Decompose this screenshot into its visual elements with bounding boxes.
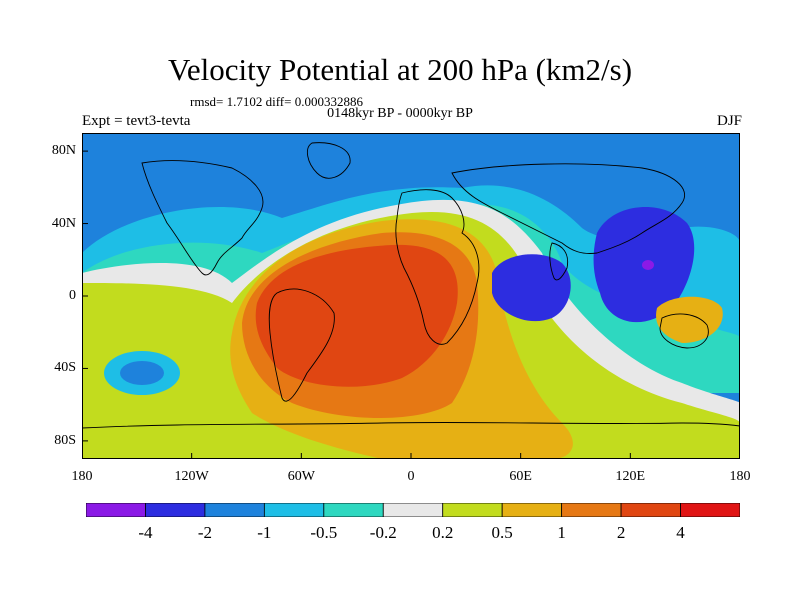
colorbar-swatch: [86, 503, 146, 517]
contour-min-core: [642, 260, 654, 270]
coastlines: [82, 142, 740, 429]
axis-ticks: [82, 150, 740, 459]
map-plot: [82, 133, 740, 459]
period-label: 0148kyr BP - 0000kyr BP: [327, 106, 473, 121]
x-tick-label: 60E: [509, 469, 532, 484]
colorbar-swatch: [323, 503, 384, 517]
chart-title: Velocity Potential at 200 hPa (km2/s): [167, 52, 633, 87]
x-tick-label: 180: [729, 469, 751, 484]
colorbar-swatch: [204, 503, 265, 517]
colorbar-label: 0.5: [491, 523, 513, 542]
experiment-label: Expt = tevt3-tevta: [82, 113, 191, 129]
contour-arctic: [82, 133, 740, 173]
y-tick-label: 40N: [51, 215, 76, 231]
y-tick-label: 80S: [54, 432, 76, 448]
colorbar-label: 2: [616, 523, 626, 542]
contour-positive-australia: [656, 296, 723, 343]
colorbar-label: -0.2: [369, 523, 397, 542]
x-tick-label: 60W: [287, 469, 315, 484]
colorbar-swatch: [680, 503, 740, 517]
contour-negative-south-pacific-inner: [120, 361, 164, 385]
colorbar-swatch: [561, 503, 622, 517]
colorbar-swatch: [382, 503, 444, 517]
stats-line: rmsd= 1.7102 diff= 0.000332886: [190, 94, 363, 109]
colorbar-label: 1: [557, 523, 566, 542]
colorbar-label: 0.2: [432, 523, 454, 542]
y-tick-label: 0: [69, 288, 76, 303]
filled-contours: [82, 133, 740, 459]
y-tick-label: 40S: [54, 360, 76, 376]
x-tick-label: 120W: [174, 469, 209, 484]
colorbar-label: 4: [676, 523, 685, 542]
season-label: DJF: [716, 113, 742, 129]
colorbar-label: -4: [138, 523, 153, 542]
contour-band-pos-max: [255, 244, 458, 387]
colorbar-swatch: [620, 503, 681, 517]
colorbar-label: -1: [257, 523, 272, 542]
colorbar: [86, 503, 740, 517]
y-tick-label: 80N: [51, 143, 76, 159]
x-tick-label: 180: [71, 469, 93, 484]
x-tick-label: 0: [407, 469, 415, 484]
colorbar-swatch: [145, 503, 206, 517]
x-tick-label: 120E: [615, 469, 646, 484]
colorbar-swatch: [501, 503, 563, 517]
contour-negative-indian-ocean: [492, 254, 571, 322]
colorbar-swatch: [263, 503, 325, 517]
colorbar-label: -0.5: [310, 523, 338, 542]
colorbar-label: -2: [197, 523, 212, 542]
colorbar-swatch: [442, 503, 503, 517]
